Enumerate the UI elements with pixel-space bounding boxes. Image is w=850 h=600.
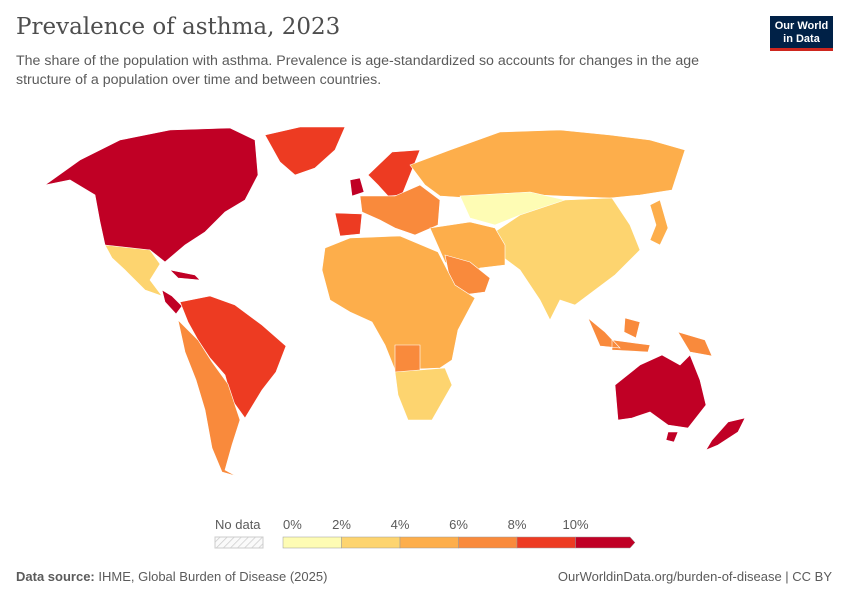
legend-tick-label: 10% <box>562 517 588 532</box>
map-region-united-kingdom[interactable] <box>349 177 365 197</box>
legend-bin[interactable] <box>575 536 636 549</box>
legend-bin[interactable] <box>516 536 576 549</box>
map-region-southern-africa[interactable] <box>394 367 453 421</box>
legend-tick-label: 4% <box>391 517 410 532</box>
world-map[interactable] <box>0 110 850 510</box>
legend-bin[interactable] <box>458 536 518 549</box>
map-region-australia-new-zealand[interactable] <box>614 354 746 451</box>
map-region-china-south-asia[interactable] <box>489 197 641 321</box>
map-region-canada-united-states[interactable] <box>44 127 259 263</box>
map-region-russia[interactable] <box>409 129 686 199</box>
legend-no-data-swatch <box>214 536 264 549</box>
legend-tick-label: 8% <box>508 517 527 532</box>
map-region-central-america-caribbean[interactable] <box>161 269 201 315</box>
map-region-africa[interactable] <box>321 235 476 371</box>
legend: No data 0% 2% 4% 6% 8% 10% <box>214 517 636 549</box>
legend-bin[interactable] <box>399 536 459 549</box>
map-region-scandinavia[interactable] <box>367 149 421 197</box>
footer-link[interactable]: OurWorldinData.org/burden-of-disease | C… <box>557 569 832 584</box>
owid-logo[interactable]: Our World in Data <box>770 16 833 51</box>
legend-tick-label: 2% <box>332 517 351 532</box>
map-region-greenland[interactable] <box>264 126 346 176</box>
source-label: Data source: <box>16 569 95 584</box>
chart-subtitle: The share of the population with asthma.… <box>16 53 699 88</box>
map-region-spain[interactable] <box>334 212 363 237</box>
map-region-continental-europe[interactable] <box>359 184 441 236</box>
source-text: IHME, Global Burden of Disease (2025) <box>98 569 328 584</box>
map-region-indonesia-papua-new-guinea[interactable] <box>587 317 713 357</box>
data-source: Data source: IHME, Global Burden of Dise… <box>16 569 327 584</box>
map-region-japan[interactable] <box>649 199 669 246</box>
map-region-mexico[interactable] <box>104 244 163 297</box>
map-region-rest-of-south-america[interactable] <box>177 319 241 477</box>
legend-no-data-label: No data <box>215 517 261 532</box>
legend-tick-label: 0% <box>283 517 302 532</box>
legend-bin[interactable] <box>282 536 342 549</box>
legend-tick-label: 6% <box>449 517 468 532</box>
chart-title: Prevalence of asthma, 2023 <box>16 14 341 40</box>
legend-bin[interactable] <box>341 536 401 549</box>
